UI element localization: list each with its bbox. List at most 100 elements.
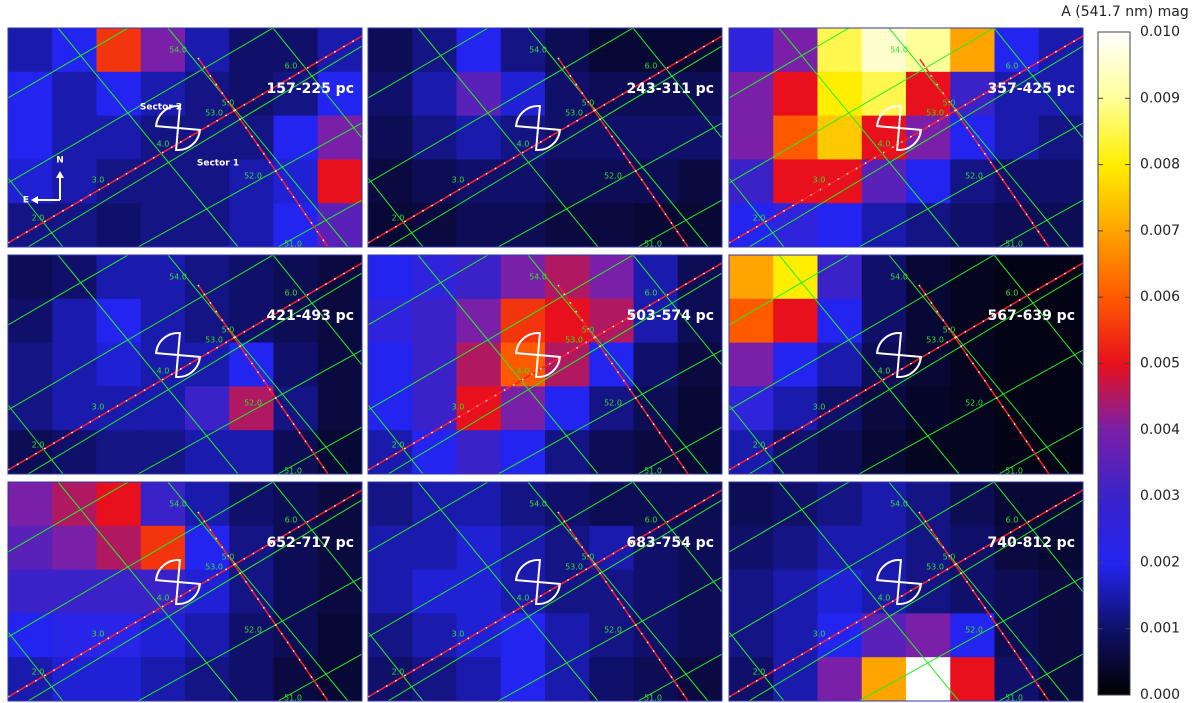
- coord-label: 2.0: [753, 441, 766, 450]
- heat-cell: [368, 386, 413, 431]
- panel-map: 54.0 6.0 5.053.0 4.0 3.0 52.0 2.0 51.0 652-717 p…: [8, 482, 362, 701]
- heat-cell: [273, 569, 319, 614]
- coord-grid-line: [277, 199, 362, 247]
- heat-cell: [677, 298, 722, 344]
- heat-cell: [633, 430, 679, 474]
- coord-grid-line: [137, 122, 362, 247]
- coord-grid-line: [888, 28, 1070, 247]
- heat-cell: [52, 386, 97, 431]
- heat-cell: [273, 255, 319, 300]
- heat-cell: [817, 298, 863, 344]
- heat-cell: [950, 342, 995, 387]
- heat-cell: [456, 482, 502, 527]
- heat-cell: [817, 386, 863, 431]
- heat-cell: [52, 613, 97, 658]
- coord-label: 5.0: [582, 99, 595, 108]
- coord-label: 5.0: [222, 553, 235, 562]
- coord-label: 5.0: [943, 553, 956, 562]
- coord-label: 54.0: [169, 273, 187, 282]
- sector-wedge: [514, 105, 542, 130]
- heat-cell: [589, 657, 634, 701]
- coord-label: 6.0: [645, 289, 658, 298]
- heat-cell: [185, 342, 230, 387]
- panel-title: 567-639 pc: [988, 308, 1075, 324]
- coord-label: 53.0: [205, 563, 223, 572]
- coord-label: 53.0: [205, 109, 223, 118]
- coord-grid-line: [729, 28, 850, 99]
- heat-cell: [906, 159, 951, 204]
- coord-label: 51.0: [644, 694, 662, 703]
- coord-label: 52.0: [604, 399, 622, 408]
- coord-grid-line: [137, 576, 362, 701]
- coord-axis-line: [729, 489, 1083, 698]
- coord-grid-line: [729, 404, 785, 474]
- panel-map: 54.0 6.0 5.053.0 4.0 3.0 52.0 2.0 51.0 357-425 p…: [729, 28, 1083, 247]
- sector-wedge: [875, 105, 903, 130]
- coord-grid-line: [368, 255, 489, 326]
- heat-cell: [633, 342, 679, 387]
- coord-label: 51.0: [284, 240, 302, 249]
- heat-cell: [633, 203, 679, 247]
- panel-map: 54.0 6.0 5.053.0 4.0 3.0 52.0 2.0 51.0 157-225 p…: [8, 28, 362, 249]
- coord-label: 51.0: [1005, 694, 1023, 703]
- heat-cell: [8, 342, 53, 387]
- heat-cell: [273, 482, 319, 527]
- heat-cell: [950, 657, 995, 701]
- heat-cell: [185, 115, 230, 160]
- heat-cell: [589, 342, 634, 387]
- coord-label: 3.0: [813, 630, 826, 639]
- heat-cell: [273, 159, 319, 204]
- heat-cell: [994, 159, 1040, 204]
- heat-cell: [994, 525, 1040, 571]
- heat-cell: [950, 159, 995, 204]
- heat-cell: [96, 525, 142, 571]
- heat-cell: [273, 657, 319, 701]
- heat-cell: [140, 298, 186, 344]
- compass-arrows: [35, 174, 61, 201]
- heat-cell: [8, 386, 53, 431]
- heat-cell: [500, 525, 546, 571]
- heat-cell: [140, 613, 186, 658]
- heat-cell: [412, 386, 457, 431]
- heat-cell: [677, 430, 722, 474]
- coord-grid-line: [417, 482, 599, 701]
- coord-axis-line: [729, 262, 1083, 471]
- heat-cell: [817, 71, 863, 117]
- heat-cell: [96, 203, 142, 247]
- coord-grid-line: [27, 45, 362, 247]
- coord-label: 54.0: [890, 46, 908, 55]
- heat-cell: [273, 203, 319, 247]
- heat-cell: [545, 482, 590, 527]
- heat-cell: [545, 386, 590, 431]
- heat-cell: [368, 342, 413, 387]
- heat-cell: [96, 386, 142, 431]
- coord-axis-line: [197, 511, 329, 701]
- compass-heads: [31, 171, 64, 204]
- heat-cell: [368, 28, 413, 73]
- heat-cell: [273, 71, 319, 117]
- coord-label: 53.0: [205, 336, 223, 345]
- coord-label: 5.0: [582, 326, 595, 335]
- heat-cell: [994, 613, 1040, 658]
- coord-grid-line: [137, 349, 362, 474]
- coord-grid-line: [858, 122, 1083, 247]
- heat-cell: [729, 482, 774, 527]
- coord-axis-line: [368, 35, 722, 244]
- heat-cell: [994, 71, 1040, 117]
- heat-cell: [140, 430, 186, 474]
- coord-label: 4.0: [517, 367, 530, 376]
- coord-label: 54.0: [890, 273, 908, 282]
- heat-cell: [185, 159, 230, 204]
- heat-cell: [773, 613, 818, 658]
- coord-label: 5.0: [222, 99, 235, 108]
- heat-cell: [229, 255, 274, 300]
- panel-title: 421-493 pc: [267, 308, 354, 324]
- coord-label: 2.0: [392, 441, 405, 450]
- heat-cell: [817, 255, 863, 300]
- heat-cell: [96, 71, 142, 117]
- heat-cell: [412, 613, 457, 658]
- heat-cell: [633, 255, 679, 300]
- heat-cell: [633, 569, 679, 614]
- heat-cell: [994, 28, 1040, 73]
- panel-map: 54.0 6.0 5.053.0 4.0 3.0 52.0 2.0 51.0 740-812 p…: [729, 482, 1083, 703]
